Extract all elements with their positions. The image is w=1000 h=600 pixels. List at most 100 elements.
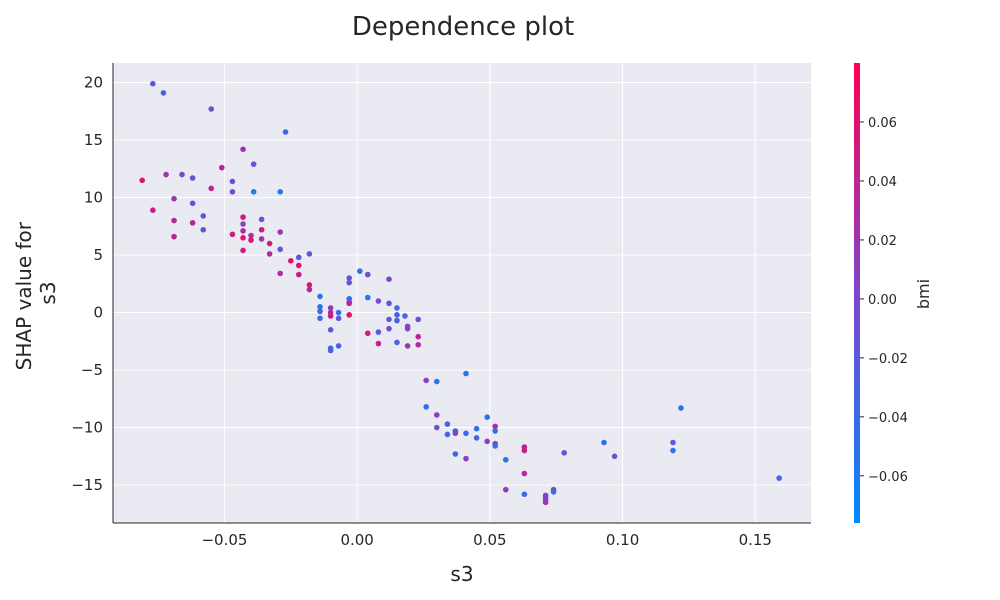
y-tick-label: 20 <box>84 74 103 92</box>
scatter-point <box>463 455 469 462</box>
scatter-point <box>444 431 451 438</box>
scatter-point <box>229 178 236 185</box>
scatter-point <box>189 200 196 207</box>
y-axis-label-line-2: s3 <box>36 281 60 304</box>
colorbar-tick-label: 0.06 <box>868 116 897 131</box>
scatter-point <box>327 305 334 311</box>
scatter-point <box>611 453 618 460</box>
scatter-point <box>357 268 363 274</box>
scatter-point <box>375 329 382 335</box>
x-tick-label: 0.15 <box>739 531 772 549</box>
scatter-point <box>189 175 196 181</box>
scatter-point <box>394 339 400 346</box>
scatter-point <box>670 447 676 454</box>
y-axis-label: SHAP value for s3 <box>12 216 60 371</box>
chart-title: Dependence plot <box>352 12 574 42</box>
plot-area <box>113 63 811 523</box>
y-tick-label: 0 <box>93 304 103 322</box>
scatter-point <box>248 232 254 239</box>
scatter-point <box>386 276 392 283</box>
scatter-point <box>502 486 509 493</box>
grid-lines <box>113 63 811 523</box>
x-tick-label: −0.05 <box>201 531 247 549</box>
scatter-point <box>415 341 422 348</box>
colorbar-tick-label: −0.02 <box>868 352 908 367</box>
scatter-point <box>561 450 567 456</box>
scatter-point <box>306 286 313 293</box>
scatter-point <box>250 189 257 195</box>
scatter-point <box>678 405 684 411</box>
colorbar-tick-label: −0.04 <box>868 411 908 426</box>
colorbar-label: bmi <box>914 279 933 309</box>
y-tick-label: 15 <box>84 131 103 149</box>
scatter-point <box>306 251 313 257</box>
y-axis-label-line-1: SHAP value for <box>12 221 36 370</box>
colorbar-tick-labels: −0.06 −0.04 −0.02 0.00 0.02 0.04 0.06 <box>860 116 908 485</box>
scatter-point <box>317 304 323 310</box>
scatter-point <box>317 308 323 315</box>
scatter-point <box>295 254 302 261</box>
scatter-point <box>200 213 207 219</box>
scatter-point <box>375 340 382 347</box>
scatter-point <box>295 271 302 278</box>
scatter-point <box>335 309 342 316</box>
scatter-point <box>335 315 342 322</box>
colorbar <box>854 63 860 523</box>
scatter-point <box>402 313 408 319</box>
y-tick-label: −5 <box>81 361 103 379</box>
scatter-point <box>189 220 196 226</box>
scatter-point <box>463 430 469 437</box>
scatter-point <box>550 489 557 495</box>
scatter-point <box>219 164 225 171</box>
scatter-point <box>404 325 411 332</box>
scatter-point <box>670 439 676 446</box>
scatter-point <box>601 439 607 446</box>
scatter-point <box>139 177 145 184</box>
scatter-point <box>171 233 177 240</box>
scatter-point <box>258 226 265 233</box>
scatter-point <box>266 251 273 257</box>
scatter-point <box>277 229 284 235</box>
scatter-point <box>433 424 440 431</box>
scatter-points <box>139 80 782 506</box>
scatter-point <box>502 456 509 463</box>
y-tick-label: 5 <box>93 246 103 264</box>
scatter-point <box>317 315 323 322</box>
scatter-point <box>327 313 334 319</box>
x-tick-label: 0.05 <box>473 531 506 549</box>
colorbar-tick-label: 0.04 <box>868 175 897 190</box>
colorbar-tick-label: 0.00 <box>868 293 897 308</box>
scatter-point <box>415 316 422 323</box>
scatter-point <box>484 438 491 445</box>
scatter-point <box>364 330 371 337</box>
scatter-point <box>295 262 302 269</box>
scatter-point <box>327 347 334 354</box>
scatter-point <box>258 236 265 242</box>
x-tick-label: 0.00 <box>340 531 373 549</box>
scatter-point <box>346 279 353 286</box>
scatter-point <box>240 228 246 234</box>
scatter-point <box>484 414 491 421</box>
scatter-point <box>240 146 246 153</box>
colorbar-tick-label: −0.06 <box>868 470 908 485</box>
scatter-point <box>317 293 323 300</box>
scatter-point <box>386 316 392 323</box>
scatter-point <box>386 325 392 332</box>
colorbar-tick-label: 0.02 <box>868 234 897 249</box>
scatter-point <box>240 214 246 220</box>
scatter-point <box>282 129 289 135</box>
scatter-point <box>364 271 371 278</box>
scatter-point <box>415 333 422 340</box>
scatter-point <box>542 499 549 506</box>
scatter-point <box>277 270 284 277</box>
scatter-point <box>163 171 169 178</box>
scatter-point <box>288 258 294 264</box>
scatter-point <box>306 282 313 288</box>
scatter-point <box>423 404 429 410</box>
scatter-point <box>452 451 459 457</box>
y-tick-labels: −15 −10 −5 0 5 10 15 20 <box>71 74 103 494</box>
scatter-point <box>473 425 480 432</box>
scatter-point <box>404 343 411 349</box>
x-tick-labels: −0.05 0.00 0.05 0.10 0.15 <box>201 531 771 549</box>
y-tick-label: 10 <box>84 189 103 207</box>
